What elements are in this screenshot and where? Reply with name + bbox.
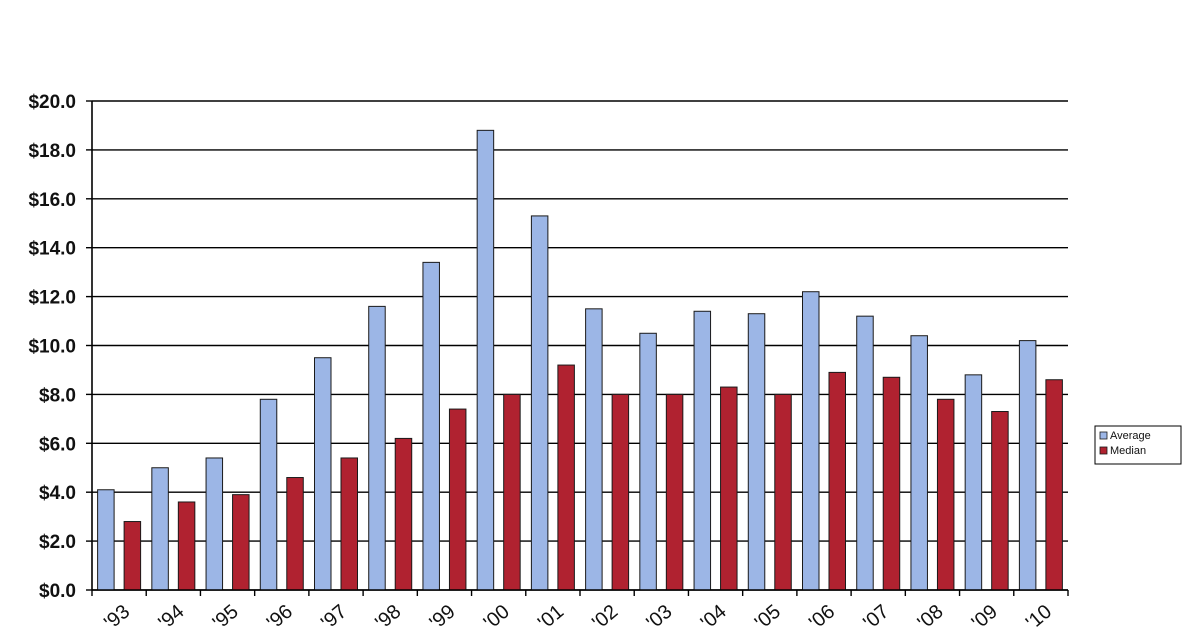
- bar-average-12: [747, 313, 766, 591]
- x-axis-ticks: '93 '94 '95 '96 '97 '98 '99 '00 '01 '02 '03 '04 '05 '…: [91, 590, 1069, 630]
- bar-average-14: [856, 315, 874, 591]
- bar-median-16: [991, 411, 1009, 591]
- bar-average-11: [693, 310, 712, 591]
- x-tick-label: '93: [100, 601, 134, 630]
- bar-median-13: [828, 371, 846, 591]
- bar-median-7: [503, 393, 521, 591]
- bar-average-10: [639, 332, 657, 591]
- y-tick-label: $2.0: [39, 532, 76, 553]
- x-tick-label: '98: [371, 601, 405, 630]
- bar-average-17: [1018, 340, 1037, 591]
- bar-median-17: [1045, 379, 1063, 591]
- y-tick-label: $0.0: [39, 581, 76, 602]
- y-axis-ticks: $0.0 $2.0 $4.0 $6.0 $8.0 $10.0 $12.0 $14.0 $16.0…: [28, 92, 92, 602]
- y-tick-label: $6.0: [39, 434, 76, 455]
- legend-box: [1094, 425, 1182, 465]
- bar-median-6: [448, 408, 467, 591]
- bar-average-9: [585, 308, 603, 591]
- x-tick-label: '96: [263, 601, 297, 630]
- x-tick-label: '95: [209, 601, 243, 630]
- bar-average-2: [205, 457, 224, 591]
- x-tick-label: '97: [317, 601, 351, 630]
- y-tick-label: $16.0: [28, 190, 76, 211]
- bar-average-15: [910, 335, 928, 591]
- x-tick-label: '99: [426, 601, 460, 630]
- bar-average-5: [368, 305, 386, 591]
- bar-median-11: [720, 386, 738, 591]
- x-tick-label: '04: [697, 601, 731, 630]
- bar-average-0: [97, 489, 115, 591]
- x-tick-label: '03: [642, 601, 676, 630]
- bar-median-1: [177, 501, 196, 591]
- y-tick-label: $12.0: [28, 288, 76, 309]
- bar-average-3: [259, 398, 278, 591]
- bar-average-13: [802, 291, 820, 591]
- bar-average-4: [314, 357, 332, 591]
- x-tick-label: '01: [534, 601, 568, 630]
- y-tick-label: $4.0: [39, 483, 76, 504]
- legend-label-median: Median: [1110, 445, 1146, 457]
- x-tick-label: '06: [805, 601, 839, 630]
- x-tick-label: '00: [480, 601, 514, 630]
- x-tick-label: '07: [859, 601, 893, 630]
- bar-average-16: [964, 374, 983, 591]
- x-tick-label: '09: [968, 601, 1002, 630]
- y-tick-label: $10.0: [28, 337, 76, 358]
- x-tick-label: '10: [1022, 601, 1056, 630]
- bar-median-2: [232, 494, 250, 591]
- bar-median-15: [936, 398, 955, 591]
- bar-median-4: [340, 457, 358, 591]
- legend-label-average: Average: [1110, 430, 1151, 442]
- bar-median-12: [774, 393, 792, 591]
- bars: [97, 129, 1063, 591]
- bar-median-14: [882, 376, 901, 591]
- bar-average-8: [530, 215, 549, 591]
- y-tick-label: $8.0: [39, 385, 76, 406]
- bar-average-7: [476, 129, 495, 591]
- y-tick-label: $20.0: [28, 92, 76, 113]
- legend-swatch-average: [1099, 431, 1108, 440]
- bar-median-10: [665, 393, 684, 591]
- bar-median-0: [123, 521, 142, 591]
- legend: Average Median: [1094, 425, 1182, 465]
- bar-median-3: [286, 477, 304, 591]
- legend-swatch-median: [1099, 446, 1108, 455]
- y-tick-label: $14.0: [28, 239, 76, 260]
- gridlines: [92, 100, 1068, 591]
- bar-average-6: [422, 261, 440, 591]
- bar-median-8: [557, 364, 575, 591]
- x-tick-label: '05: [751, 601, 785, 630]
- bar-median-5: [394, 437, 413, 591]
- bar-average-1: [151, 467, 169, 591]
- x-tick-label: '02: [588, 601, 622, 630]
- y-tick-label: $18.0: [28, 141, 76, 162]
- bar-median-9: [611, 393, 630, 591]
- x-tick-label: '94: [154, 601, 188, 630]
- x-tick-label: '08: [914, 601, 948, 630]
